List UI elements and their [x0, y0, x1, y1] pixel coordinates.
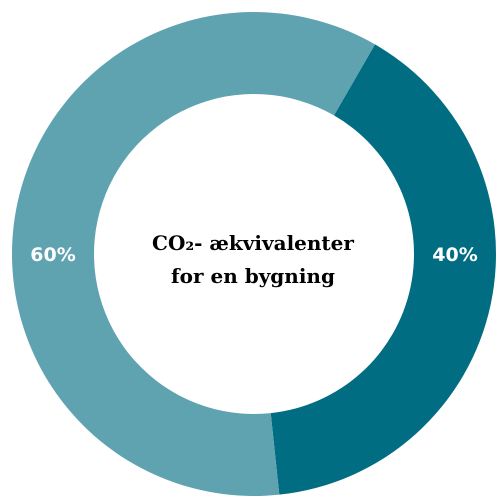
slice-label-60: 60% [30, 244, 75, 266]
slice-labels: 40% 60% [30, 244, 477, 266]
donut-slices [11, 11, 496, 496]
donut-slice-40 [270, 44, 496, 495]
slice-label-40: 40% [432, 244, 477, 266]
center-label-line-1: CO₂- ækvivalenter [152, 231, 354, 255]
donut-slice-60 [11, 11, 375, 496]
center-label-line-2: for en bygning [171, 264, 335, 288]
